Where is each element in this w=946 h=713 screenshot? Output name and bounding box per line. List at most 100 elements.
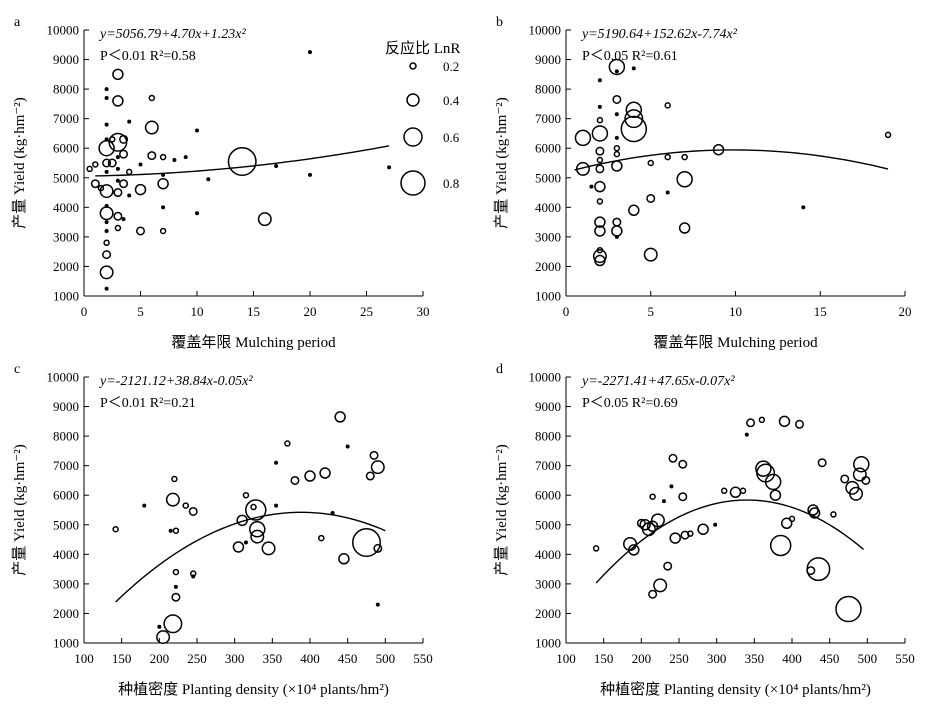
x-tick-label: 450 bbox=[820, 651, 840, 666]
data-point bbox=[112, 95, 124, 107]
data-point bbox=[646, 193, 656, 203]
data-point bbox=[115, 166, 120, 171]
x-tick-label: 150 bbox=[594, 651, 614, 666]
x-tick-label: 5 bbox=[648, 304, 655, 319]
y-axis-label: 产量 Yield (kg·hm⁻²) bbox=[493, 97, 510, 229]
data-point bbox=[594, 254, 606, 267]
x-tick-label: 300 bbox=[225, 651, 245, 666]
data-point bbox=[250, 529, 265, 544]
regression-stats: P＜0.01 R²=0.58 bbox=[100, 49, 196, 64]
data-point bbox=[769, 489, 782, 501]
y-tick-label: 10000 bbox=[529, 23, 562, 38]
x-axis-label: 覆盖年限 Mulching period bbox=[171, 334, 336, 351]
x-tick-label: 5 bbox=[137, 304, 144, 319]
panel-d: d 1000 2000 3000 4000 5000 6000 7000 8000 9000 100… bbox=[493, 362, 915, 698]
data-point bbox=[597, 104, 602, 109]
data-point bbox=[290, 475, 300, 485]
x-axis-label: 覆盖年限 Mulching period bbox=[653, 334, 818, 351]
legend-bubble bbox=[400, 170, 426, 196]
y-tick-label: 4000 bbox=[535, 547, 561, 562]
data-point bbox=[159, 227, 167, 235]
data-point bbox=[712, 143, 725, 156]
x-tick-label: 300 bbox=[707, 651, 727, 666]
data-point bbox=[144, 120, 159, 135]
data-point bbox=[623, 536, 638, 551]
data-point bbox=[620, 115, 648, 143]
data-point bbox=[104, 169, 109, 174]
y-tick-label: 6000 bbox=[53, 141, 79, 156]
data-point bbox=[594, 225, 606, 237]
regression-stats: P＜0.05 R²=0.61 bbox=[582, 49, 678, 64]
data-point bbox=[165, 492, 180, 507]
data-point bbox=[664, 153, 671, 161]
data-point bbox=[669, 484, 674, 489]
y-tick-label: 7000 bbox=[535, 458, 561, 473]
y-tick-label: 7000 bbox=[535, 111, 561, 126]
data-point bbox=[808, 507, 821, 519]
data-point bbox=[318, 534, 325, 542]
y-tick-label: 10000 bbox=[529, 370, 562, 385]
data-point bbox=[595, 164, 605, 174]
y-axis-label: 产量 Yield (kg·hm⁻²) bbox=[493, 444, 510, 576]
data-point bbox=[778, 415, 791, 428]
y-tick-label: 6000 bbox=[53, 488, 79, 503]
x-tick-label: 100 bbox=[74, 651, 94, 666]
data-point bbox=[608, 58, 626, 76]
data-point bbox=[594, 216, 606, 228]
data-point bbox=[86, 165, 93, 173]
data-point bbox=[98, 139, 115, 157]
data-point bbox=[597, 78, 602, 83]
data-point bbox=[589, 184, 594, 189]
data-point bbox=[780, 517, 793, 530]
data-point bbox=[788, 515, 796, 523]
regression-equation: y=5190.64+152.62x-7.74x² bbox=[580, 27, 738, 42]
y-tick-label: 8000 bbox=[53, 82, 79, 97]
y-tick-label: 6000 bbox=[535, 141, 561, 156]
y-tick-label: 9000 bbox=[535, 399, 561, 414]
data-point bbox=[758, 416, 766, 424]
data-point bbox=[107, 158, 117, 168]
data-point bbox=[648, 589, 658, 599]
data-point bbox=[614, 135, 619, 140]
data-point bbox=[594, 180, 606, 193]
data-point bbox=[157, 177, 169, 190]
data-point bbox=[373, 543, 383, 553]
x-tick-label: 200 bbox=[632, 651, 652, 666]
data-point bbox=[172, 527, 180, 534]
panel-letter: c bbox=[14, 362, 20, 377]
data-point bbox=[163, 614, 183, 634]
data-point bbox=[628, 204, 640, 217]
data-point bbox=[612, 217, 622, 227]
data-point bbox=[119, 134, 129, 144]
data-point bbox=[191, 574, 196, 579]
y-tick-label: 9000 bbox=[53, 399, 79, 414]
data-point bbox=[817, 458, 827, 468]
x-axis-label: 种植密度 Planting density (×10⁴ plants/hm²) bbox=[600, 681, 871, 698]
regression-stats: P＜0.05 R²=0.69 bbox=[582, 396, 678, 411]
data-point bbox=[647, 159, 654, 167]
data-point bbox=[334, 411, 346, 423]
data-point bbox=[173, 584, 178, 589]
y-tick-label: 8000 bbox=[535, 429, 561, 444]
data-point bbox=[830, 511, 837, 518]
data-point bbox=[835, 595, 862, 623]
size-legend: 反应比 LnR 0.2 0.4 0.6 0.8 bbox=[385, 39, 460, 196]
x-axis-label: 种植密度 Planting density (×10⁴ plants/hm²) bbox=[118, 681, 389, 698]
x-tick-label: 350 bbox=[263, 651, 283, 666]
data-point bbox=[806, 557, 831, 582]
data-point bbox=[257, 212, 272, 227]
y-tick-label: 1000 bbox=[53, 289, 79, 304]
data-point bbox=[861, 475, 871, 485]
legend-title: 反应比 LnR bbox=[385, 39, 460, 57]
data-point bbox=[687, 530, 694, 537]
data-point bbox=[330, 510, 335, 515]
x-tick-label: 20 bbox=[899, 304, 912, 319]
y-tick-label: 2000 bbox=[535, 259, 561, 274]
data-point bbox=[227, 147, 257, 177]
data-point bbox=[592, 249, 607, 264]
data-point bbox=[801, 205, 806, 210]
y-tick-label: 4000 bbox=[53, 547, 79, 562]
data-point bbox=[592, 545, 600, 552]
data-point bbox=[596, 116, 604, 124]
